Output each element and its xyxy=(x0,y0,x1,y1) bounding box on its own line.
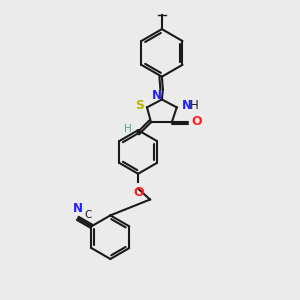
Text: N: N xyxy=(73,202,83,215)
Text: C: C xyxy=(84,210,91,220)
Text: O: O xyxy=(192,115,202,128)
Text: O: O xyxy=(134,186,144,199)
Text: H: H xyxy=(124,124,132,134)
Text: N: N xyxy=(182,99,192,112)
Text: S: S xyxy=(136,99,145,112)
Text: N: N xyxy=(152,88,162,102)
Text: H: H xyxy=(190,99,198,112)
